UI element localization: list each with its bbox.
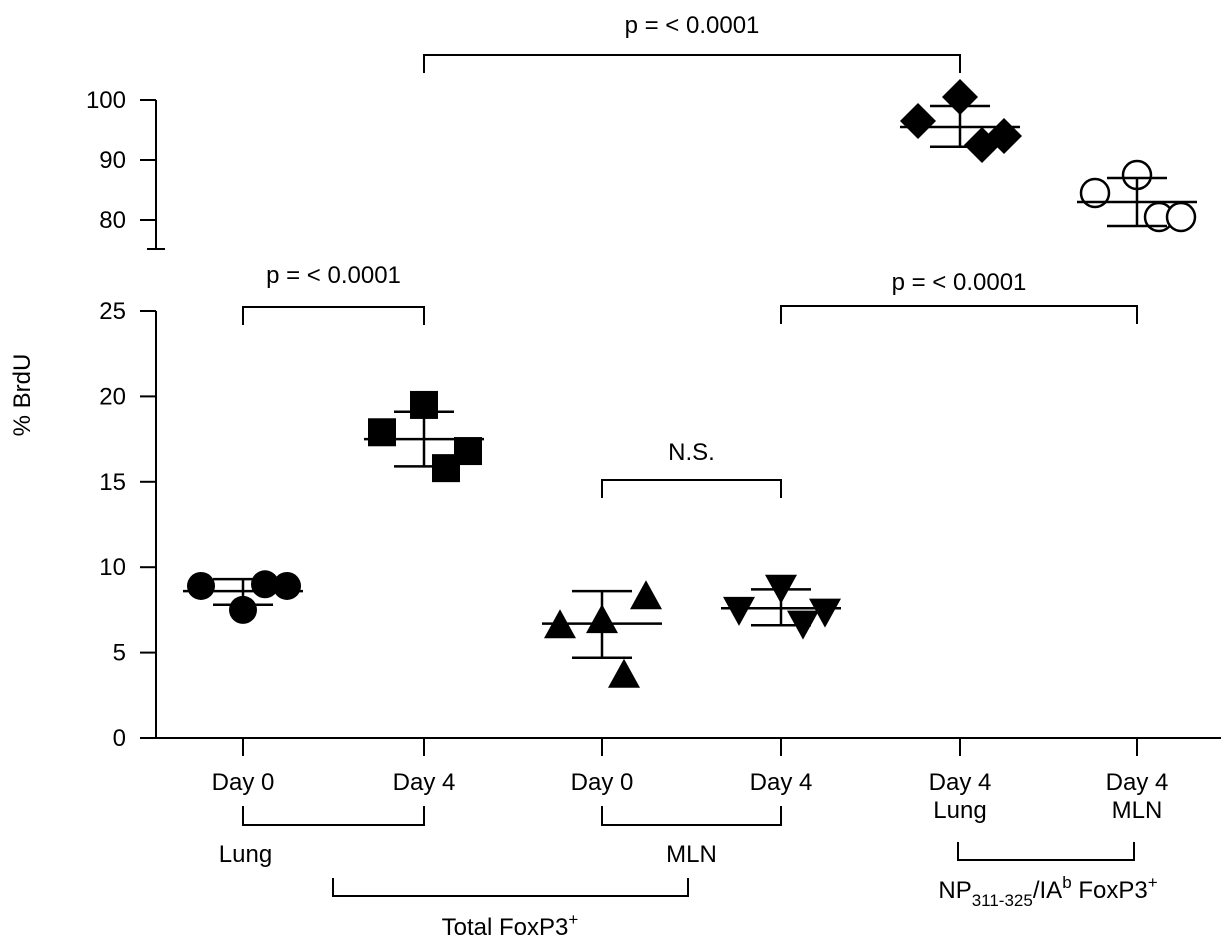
data-point (630, 580, 662, 610)
supergroup-label: Total FoxP3+ (442, 910, 579, 939)
data-point (900, 103, 936, 139)
group-bracket (242, 806, 425, 826)
comparison-bracket (601, 479, 782, 498)
x-tick-label: Day 0 (571, 769, 634, 796)
x-tick-label: Day 0 (212, 769, 275, 796)
y-tick-label: 100 (86, 87, 126, 114)
supergroup-label: NP311-325/IAb FoxP3+ (938, 873, 1157, 910)
y-tick-label: 5 (113, 640, 126, 667)
x-tick-label-line2: Lung (933, 797, 986, 824)
data-point (454, 437, 482, 466)
data-point (1165, 201, 1197, 233)
supergroup-bracket (332, 878, 689, 897)
data-point (608, 658, 640, 688)
comparison-bracket (780, 305, 1138, 324)
y-tick-label: 0 (113, 725, 126, 752)
comparison-label: p = < 0.0001 (266, 262, 401, 289)
y-ticks: 0 5 10 15 20 25 80 90 100 (86, 87, 156, 752)
comparison-brackets: p = < 0.0001 N.S. p = < 0.0001 p = < 0.0001 (242, 12, 1138, 498)
data-point (1079, 177, 1111, 209)
y-axis-label: % BrdU (9, 354, 36, 437)
comparison-label: N.S. (668, 439, 715, 466)
data-point (368, 418, 396, 447)
y-tick-label: 10 (99, 554, 126, 581)
comparison-label: p = < 0.0001 (625, 12, 760, 39)
y-tick-label: 20 (99, 383, 126, 410)
data-point (229, 595, 257, 624)
comparison-bracket (242, 306, 425, 325)
group-label: MLN (666, 841, 717, 868)
supergroup-bracket (957, 842, 1135, 861)
y-tick-label: 90 (99, 147, 126, 174)
group-label: Lung (219, 841, 272, 868)
data-point (723, 596, 755, 626)
group-brackets: Lung MLN Total FoxP3+ NP311-325/IAb FoxP3+ (219, 806, 1158, 939)
x-tick-label: Day 4 (929, 769, 992, 796)
y-axis: % BrdU (9, 100, 165, 738)
group-bracket (601, 806, 782, 826)
data-point (187, 571, 215, 600)
y-tick-label: 25 (99, 298, 126, 325)
y-tick-label: 80 (99, 207, 126, 234)
comparison-label: p = < 0.0001 (892, 269, 1027, 296)
x-tick-label: Day 4 (1106, 769, 1169, 796)
comparison-bracket (423, 54, 961, 73)
data-point (273, 571, 301, 600)
x-tick-label: Day 4 (393, 769, 456, 796)
y-tick-label: 15 (99, 469, 126, 496)
x-tick-label-line2: MLN (1112, 797, 1163, 824)
data-marks (183, 79, 1197, 688)
data-point (809, 598, 841, 628)
x-tick-label: Day 4 (750, 769, 813, 796)
